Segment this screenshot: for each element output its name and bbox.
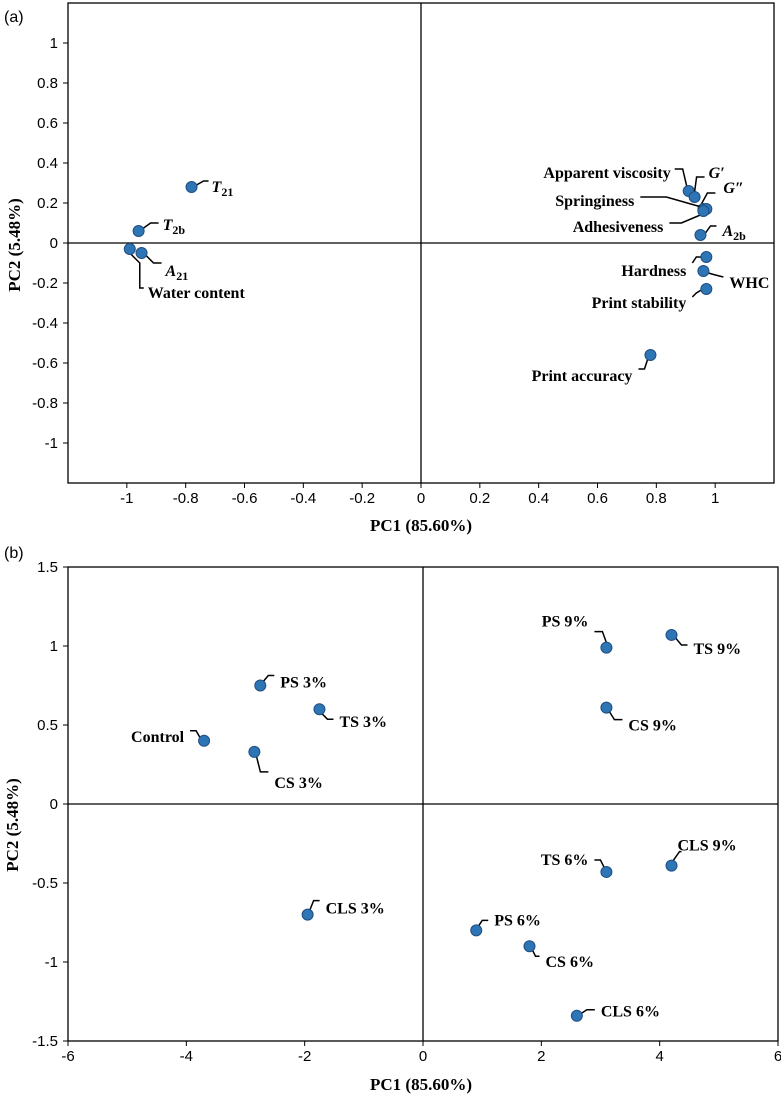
point-label: Springiness bbox=[555, 193, 634, 210]
panel-a-loading-plot: (a) -1 -0.8 -0.6 -0.4 -0.2 0 0.2 0.4 0.6 0.8 1 1 0.8… bbox=[4, 2, 775, 535]
y-tick-label: 0.6 bbox=[37, 115, 58, 132]
data-point bbox=[523, 940, 536, 953]
x-tick-label: -4 bbox=[180, 1048, 193, 1065]
point-label: CLS 6% bbox=[601, 1004, 660, 1021]
x-tick-label: 0 bbox=[417, 490, 425, 507]
data-point bbox=[644, 349, 657, 361]
data-point bbox=[665, 628, 678, 641]
panel-b-y-axis-title: PC2 (5.48%) bbox=[3, 778, 22, 871]
y-tick-label: -1 bbox=[45, 435, 58, 452]
data-point bbox=[600, 641, 613, 654]
y-tick-label: 0 bbox=[50, 235, 58, 252]
point-label: Print stability bbox=[592, 295, 687, 312]
data-point bbox=[135, 247, 148, 259]
point-label: PS 3% bbox=[280, 675, 327, 692]
data-point bbox=[254, 679, 267, 692]
y-tick-label: 1.5 bbox=[37, 559, 58, 576]
y-tick-label: -0.6 bbox=[32, 355, 58, 372]
y-tick-label: 0.5 bbox=[37, 717, 58, 734]
point-label: Adhesiveness bbox=[573, 219, 664, 236]
panel-a-y-axis-title: PC2 (5.48%) bbox=[5, 198, 24, 291]
data-point bbox=[470, 924, 483, 937]
point-label: Apparent viscosity bbox=[543, 165, 670, 182]
data-point bbox=[123, 243, 136, 255]
y-tick-label: -1.5 bbox=[32, 1033, 58, 1050]
panel-a-tag: (a) bbox=[4, 9, 24, 26]
x-tick-label: 0.8 bbox=[646, 490, 667, 507]
x-tick-label: 4 bbox=[655, 1048, 663, 1065]
point-label: CS 3% bbox=[274, 775, 322, 792]
y-tick-label: -0.4 bbox=[32, 315, 58, 332]
point-label: CS 6% bbox=[546, 954, 594, 971]
y-tick-label: 0 bbox=[50, 796, 58, 813]
y-tick-label: 1 bbox=[50, 638, 58, 655]
data-point bbox=[313, 703, 326, 716]
data-point bbox=[694, 229, 707, 241]
panel-a-x-axis-title: PC1 (85.60%) bbox=[370, 516, 472, 535]
point-label: T21 bbox=[212, 179, 234, 199]
data-point bbox=[665, 859, 678, 872]
point-label: Hardness bbox=[621, 263, 686, 280]
point-label: A2b bbox=[721, 223, 746, 243]
data-point bbox=[700, 251, 713, 263]
y-tick-label: -1 bbox=[45, 954, 58, 971]
data-point bbox=[600, 701, 613, 714]
y-tick-label: 0.2 bbox=[37, 195, 58, 212]
x-tick-label: -0.4 bbox=[290, 490, 316, 507]
panel-b-score-plot: (b) -6 -4 -2 0 2 4 6 1.5 1 0.5 0 -0.5 -1 -1.5 PS 3% TS… bbox=[3, 545, 781, 1094]
point-label: TS 9% bbox=[694, 641, 742, 658]
point-label: Print accuracy bbox=[532, 368, 633, 385]
y-tick-label: 0.8 bbox=[37, 75, 58, 92]
data-point bbox=[198, 734, 211, 747]
point-label: T2b bbox=[163, 217, 186, 237]
x-tick-label: 0.4 bbox=[528, 490, 549, 507]
y-tick-label: -0.8 bbox=[32, 395, 58, 412]
data-point bbox=[600, 865, 613, 878]
x-tick-label: 0.2 bbox=[469, 490, 490, 507]
x-tick-label: -6 bbox=[61, 1048, 74, 1065]
x-tick-label: -0.2 bbox=[349, 490, 375, 507]
x-tick-label: 2 bbox=[537, 1048, 545, 1065]
x-tick-label: 0.6 bbox=[587, 490, 608, 507]
data-point bbox=[301, 908, 314, 921]
data-point bbox=[700, 283, 713, 295]
x-tick-label: -2 bbox=[298, 1048, 311, 1065]
data-point bbox=[697, 205, 710, 217]
data-point bbox=[570, 1009, 583, 1022]
point-label: A21 bbox=[165, 263, 189, 283]
y-tick-label: 1 bbox=[50, 35, 58, 52]
x-tick-label: 0 bbox=[419, 1048, 427, 1065]
panel-b-x-axis-title: PC1 (85.60%) bbox=[370, 1075, 472, 1094]
y-tick-label: 0.4 bbox=[37, 155, 58, 172]
x-tick-label: 1 bbox=[711, 490, 719, 507]
panel-b-tag: (b) bbox=[4, 545, 24, 562]
point-label: Water content bbox=[148, 285, 246, 302]
y-tick-label: -0.2 bbox=[32, 275, 58, 292]
data-point bbox=[132, 225, 145, 237]
data-point bbox=[185, 181, 198, 193]
point-label: Control bbox=[131, 729, 185, 746]
point-label: WHC bbox=[729, 275, 769, 292]
point-label: TS 6% bbox=[541, 852, 589, 869]
y-tick-label: -0.5 bbox=[32, 875, 58, 892]
x-tick-label: -0.6 bbox=[232, 490, 258, 507]
data-point bbox=[688, 191, 701, 203]
point-label: G″ bbox=[723, 180, 743, 197]
point-label: CS 9% bbox=[628, 718, 676, 735]
point-label: CLS 3% bbox=[326, 901, 385, 918]
x-tick-label: -0.8 bbox=[173, 490, 199, 507]
point-label: PS 9% bbox=[542, 614, 589, 631]
data-point bbox=[697, 265, 710, 277]
x-tick-label: 6 bbox=[774, 1048, 781, 1065]
point-label: PS 6% bbox=[494, 912, 541, 929]
point-label: TS 3% bbox=[339, 714, 387, 731]
x-tick-label: -1 bbox=[120, 490, 133, 507]
point-label: CLS 9% bbox=[678, 838, 737, 855]
point-label: G′ bbox=[709, 165, 725, 182]
data-point bbox=[248, 745, 261, 758]
